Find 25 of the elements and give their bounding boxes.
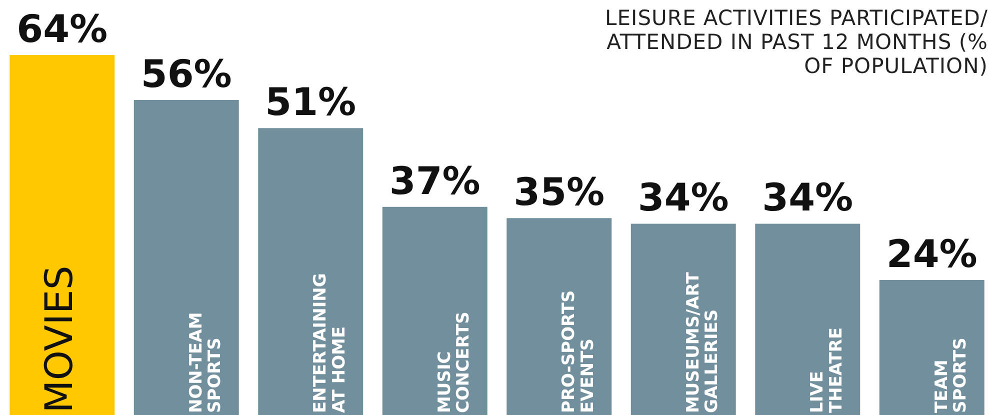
data-label: 37%	[389, 158, 480, 203]
chart-title: LEISURE ACTIVITIES PARTICIPATED/ ATTENDED IN PAST 12 MONTHS (% OF POPULATION)	[604, 6, 988, 78]
x-tick-label: MUSIC CONCERTS	[434, 312, 474, 413]
data-label: 34%	[762, 176, 854, 220]
x-tick-label: LIVE THEATRE	[808, 327, 846, 413]
x-tick-label: NON-TEAM SPORTS	[186, 312, 226, 413]
bar	[506, 218, 612, 415]
x-tick-label: TEAM SPORTS	[932, 338, 971, 413]
data-label: 35%	[514, 170, 605, 214]
bar	[10, 55, 115, 415]
x-tick-label: ENTERTAINING AT HOME	[310, 273, 350, 413]
x-tick-label: MUSEUMS/ART GALLERIES	[683, 272, 722, 413]
bar	[879, 280, 984, 415]
bar	[258, 128, 364, 415]
x-tick-label: MOVIES	[37, 266, 81, 413]
data-label: 34%	[638, 176, 729, 220]
data-label: 51%	[265, 80, 356, 124]
x-tick-label: PRO-SPORTS EVENTS	[559, 290, 598, 413]
bar	[134, 100, 239, 415]
data-label: 24%	[886, 232, 978, 276]
data-label: 64%	[16, 6, 108, 51]
bar	[755, 224, 860, 415]
data-label: 56%	[140, 52, 232, 96]
bar	[382, 206, 488, 415]
bar	[630, 224, 736, 415]
